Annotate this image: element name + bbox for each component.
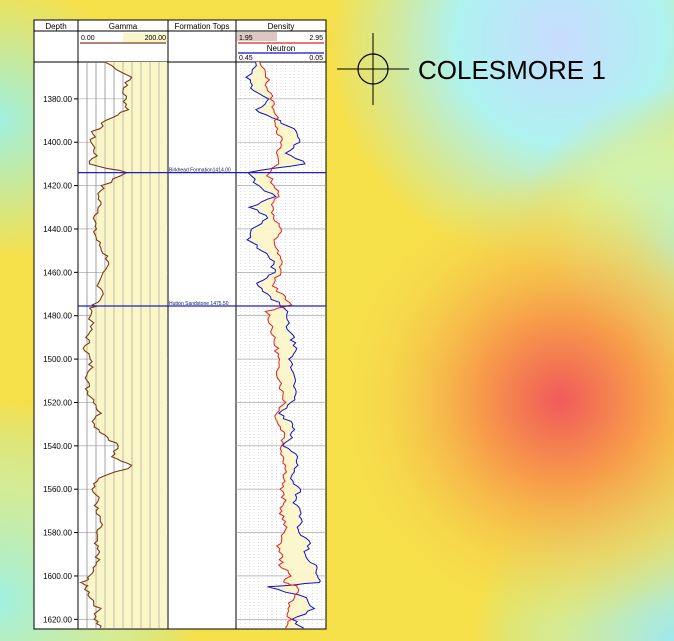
depth-tick-label: 1620.00 (43, 615, 72, 624)
neutron-curve (245, 61, 321, 629)
gamma-header: Gamma (109, 22, 138, 31)
depth-tick-label: 1520.00 (43, 398, 72, 407)
depth-tick-label: 1540.00 (43, 442, 72, 451)
depth-tick-label: 1460.00 (43, 268, 72, 277)
density-max-label: 2.95 (309, 35, 323, 42)
neutron-header: Neutron (267, 44, 295, 53)
depth-tick-label: 1560.00 (43, 485, 72, 494)
neutron-min-label: 0.45 (239, 55, 253, 62)
depth-tick-label: 1380.00 (43, 95, 72, 104)
depth-tick-label: 1600.00 (43, 572, 72, 581)
formation-top-label: Hutton Sandstone 1475.50 (169, 301, 229, 307)
density-header: Density (268, 22, 295, 31)
density-curve (259, 61, 300, 629)
density-min-label: 1.95 (239, 35, 253, 42)
density-neutron-fill (246, 62, 321, 628)
gamma-curve (79, 61, 133, 629)
formation-top-label: Birkhead Formation1414.00 (169, 168, 231, 174)
formation-tops-header: Formation Tops (175, 22, 230, 31)
depth-tick-label: 1580.00 (43, 529, 72, 538)
depth-tick-label: 1480.00 (43, 312, 72, 321)
depth-header: Depth (45, 22, 66, 31)
well-name-label: COLESMORE 1 (418, 55, 606, 85)
gamma-fill (80, 62, 167, 628)
gamma-fill-legend (123, 33, 167, 42)
gamma-min-label: 0.00 (81, 35, 95, 42)
depth-tick-label: 1440.00 (43, 225, 72, 234)
depth-tick-label: 1500.00 (43, 355, 72, 364)
gamma-max-label: 200.00 (145, 35, 167, 42)
depth-tick-label: 1400.00 (43, 138, 72, 147)
depth-tick-label: 1420.00 (43, 182, 72, 191)
density-fill-legend (237, 32, 277, 41)
neutron-max-label: 0.05 (309, 55, 323, 62)
